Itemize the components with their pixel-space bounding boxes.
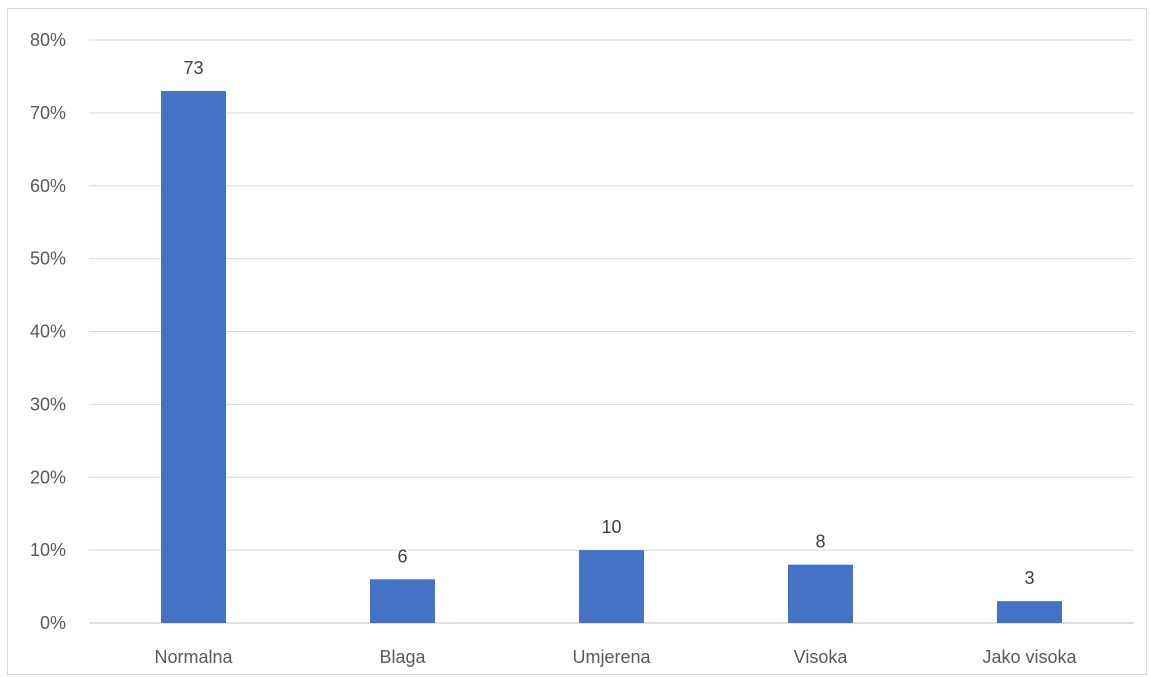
y-axis-tick-labels: 0% 10% 20% 30% 40% 50% 60% 70% 80% <box>30 30 66 633</box>
y-tick-label: 30% <box>30 394 66 414</box>
y-tick-label: 60% <box>30 176 66 196</box>
data-label: 3 <box>1024 568 1034 588</box>
bars <box>161 91 1062 623</box>
data-labels: 73 6 10 8 3 <box>183 58 1034 588</box>
bar-umjerena <box>579 550 644 623</box>
y-tick-label: 20% <box>30 467 66 487</box>
bar-blaga <box>370 579 435 623</box>
data-label: 10 <box>601 517 621 537</box>
y-tick-label: 50% <box>30 249 66 269</box>
y-tick-label: 10% <box>30 540 66 560</box>
data-label: 73 <box>183 58 203 78</box>
x-tick-label: Jako visoka <box>982 647 1077 667</box>
y-tick-label: 0% <box>40 613 66 633</box>
y-tick-label: 40% <box>30 322 66 342</box>
x-tick-label: Blaga <box>379 647 426 667</box>
bar-normalna <box>161 91 226 623</box>
y-tick-label: 70% <box>30 103 66 123</box>
data-label: 6 <box>397 546 407 566</box>
x-tick-label: Normalna <box>154 647 233 667</box>
bar-chart: 0% 10% 20% 30% 40% 50% 60% 70% 80% 73 6 10 8 3 Norma… <box>30 30 1134 667</box>
data-label: 8 <box>815 532 825 552</box>
gridlines <box>89 39 1134 624</box>
x-tick-label: Visoka <box>794 647 849 667</box>
bar-visoka <box>788 564 853 623</box>
x-axis-tick-labels: Normalna Blaga Umjerena Visoka Jako visoka <box>154 647 1077 667</box>
bar-jako-visoka <box>997 601 1062 623</box>
y-tick-label: 80% <box>30 30 66 50</box>
chart-frame: 0% 10% 20% 30% 40% 50% 60% 70% 80% 73 6 10 8 3 Norma… <box>7 8 1147 675</box>
x-tick-label: Umjerena <box>572 647 651 667</box>
